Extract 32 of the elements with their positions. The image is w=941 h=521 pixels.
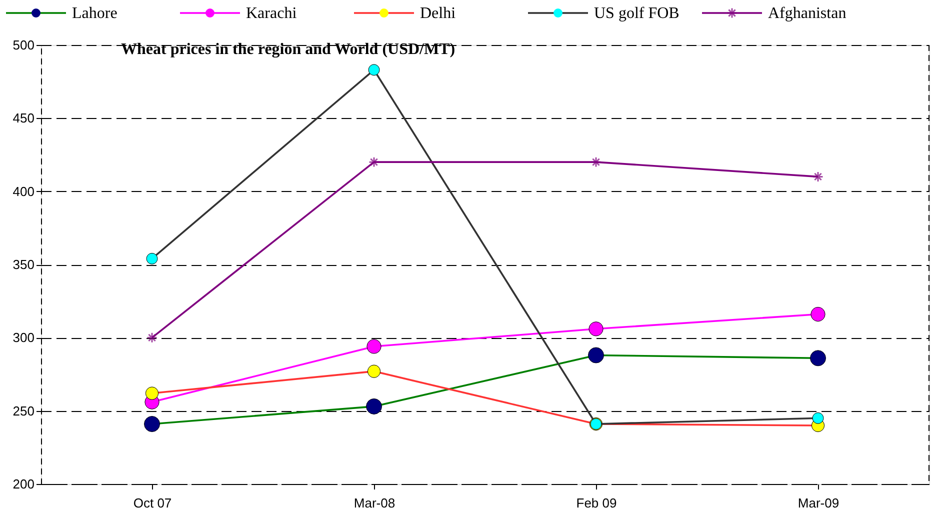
x-tick-label: Mar-08 <box>354 496 396 510</box>
point <box>366 339 382 354</box>
point <box>590 156 602 168</box>
point <box>366 398 382 414</box>
legend-label: Delhi <box>420 5 456 22</box>
point <box>145 386 159 400</box>
point <box>812 171 824 182</box>
point <box>146 332 158 344</box>
legend-label: US golf FOB <box>594 5 680 22</box>
point <box>812 412 824 424</box>
point <box>588 322 604 336</box>
y-tick-label: 500 <box>12 38 34 52</box>
point <box>146 252 158 264</box>
legend-label: Karachi <box>246 5 298 22</box>
x-tick-label: Feb 09 <box>576 496 617 510</box>
x-tick-label: Mar-09 <box>798 496 840 510</box>
y-tick-label: 250 <box>12 403 34 418</box>
y-tick-label: 450 <box>12 110 34 126</box>
point <box>368 64 380 76</box>
point <box>588 347 604 364</box>
legend-label: Lahore <box>72 5 118 22</box>
point <box>144 416 160 432</box>
point <box>810 350 826 366</box>
y-tick-label: 200 <box>12 476 34 492</box>
y-tick-label: 300 <box>12 330 34 346</box>
y-tick-label: 400 <box>12 184 34 199</box>
point <box>368 156 380 168</box>
point <box>367 364 381 378</box>
point <box>810 306 826 322</box>
x-tick-label: Oct 07 <box>133 496 172 510</box>
legend-label: Afghanistan <box>768 5 846 22</box>
y-tick-label: 350 <box>12 257 34 272</box>
